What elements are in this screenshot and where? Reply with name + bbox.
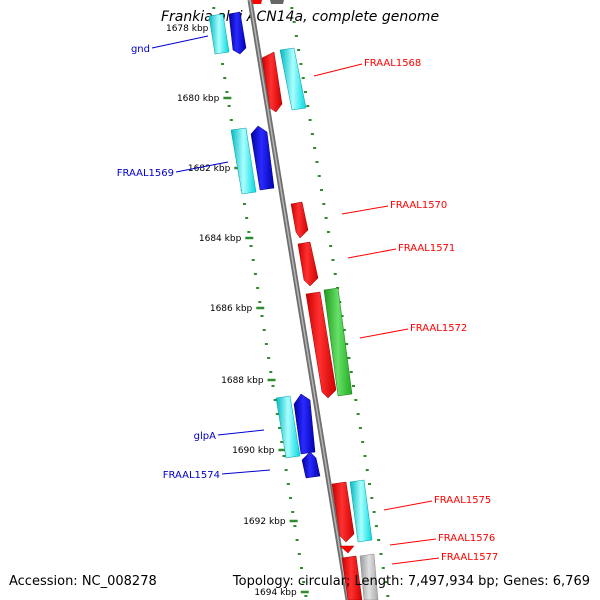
gene-labels: gnd FRAAL1568 FRAAL1569 FRAAL1570 FRAAL1571 F…	[117, 35, 498, 565]
gene-label-fraal1577[interactable]: FRAAL1577	[441, 552, 498, 563]
feature-glpa	[275, 393, 316, 459]
gene-label-leader	[383, 500, 433, 511]
feature-fraal1577	[341, 553, 379, 600]
feature-fraal1568	[261, 47, 307, 113]
gene-label-fraal1572[interactable]: FRAAL1572	[410, 323, 467, 334]
tick-label: 1694 kbp	[254, 588, 297, 598]
tick-label: 1682 kbp	[188, 164, 231, 174]
topology-text: Topology: circular; Length: 7,497,934 bp…	[232, 574, 590, 589]
feature-fraal1572	[305, 287, 353, 399]
gene-label-fraal1574[interactable]: FRAAL1574	[163, 470, 220, 481]
feature-fraal1574	[301, 451, 321, 479]
gene-label-leader	[175, 161, 229, 173]
gene-label-glpa[interactable]: glpA	[194, 431, 216, 442]
tick-label: 1692 kbp	[243, 517, 286, 527]
gene-label-fraal1570[interactable]: FRAAL1570	[390, 200, 447, 211]
tick-label: 1688 kbp	[221, 376, 264, 386]
gene-label-leader	[391, 557, 440, 565]
feature-gnd	[208, 11, 247, 55]
gene-label-fraal1576[interactable]: FRAAL1576	[438, 533, 495, 544]
gene-label-leader	[313, 63, 363, 77]
gene-label-leader	[359, 328, 409, 339]
feature-fraal1575	[331, 479, 373, 543]
gene-label-fraal1569[interactable]: FRAAL1569	[117, 168, 174, 179]
tick-label: 1686 kbp	[210, 304, 253, 314]
tick-label: 1680 kbp	[177, 94, 220, 104]
gene-label-leader	[151, 35, 209, 49]
gene-label-gnd[interactable]: gnd	[131, 44, 150, 55]
gene-label-leader	[347, 248, 397, 259]
feature-fraal1576	[339, 545, 355, 554]
tick-label: 1678 kbp	[166, 24, 209, 34]
tick-label: 1690 kbp	[232, 446, 275, 456]
feature-fraal1569	[230, 125, 275, 195]
tick-rails	[212, 7, 390, 597]
tick-label: 1684 kbp	[199, 234, 242, 244]
feature-fraal1571	[297, 241, 319, 287]
gene-label-fraal1571[interactable]: FRAAL1571	[398, 243, 455, 254]
gene-label-fraal1575[interactable]: FRAAL1575	[434, 495, 491, 506]
gene-label-leader	[217, 429, 265, 436]
gene-label-leader	[341, 205, 389, 215]
accession-text: Accession: NC_008278	[9, 574, 157, 589]
gene-label-leader	[221, 469, 271, 475]
gene-label-leader	[389, 538, 437, 546]
feature-top-partial	[252, 0, 284, 4]
feature-fraal1570	[290, 201, 309, 239]
backbone-line	[247, 0, 351, 600]
gene-label-fraal1568[interactable]: FRAAL1568	[364, 58, 421, 69]
tick-labels: 1678 kbp 1680 kbp 1682 kbp 1684 kbp 1686 kbp…	[166, 24, 297, 598]
